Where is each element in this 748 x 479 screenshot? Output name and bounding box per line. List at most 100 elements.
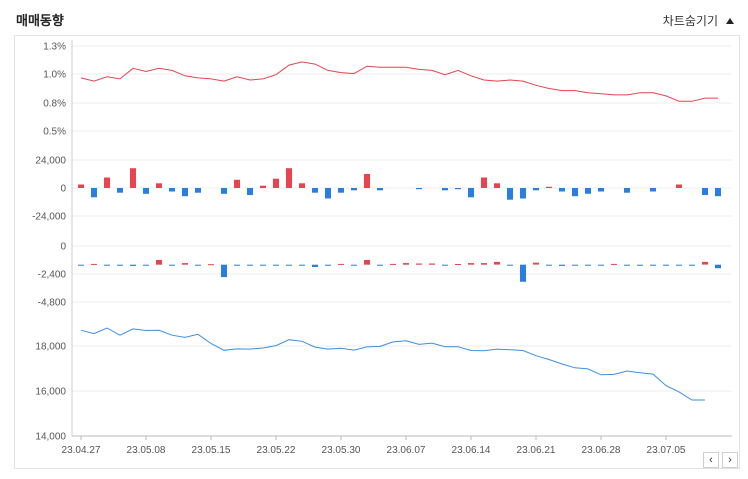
- bar: [247, 264, 253, 266]
- y-tick-label: 0: [60, 184, 66, 195]
- bar: [130, 168, 136, 188]
- bar: [221, 188, 227, 194]
- bar: [468, 188, 474, 198]
- bar: [598, 264, 604, 266]
- bar: [182, 263, 188, 265]
- x-tick-label: 23.06.28: [582, 445, 621, 456]
- bar: [650, 264, 656, 266]
- bar: [208, 264, 214, 266]
- y-tick-label: 0: [60, 242, 66, 253]
- bar: [364, 260, 370, 265]
- y-tick-label: 1.0%: [43, 70, 66, 81]
- bar: [195, 264, 201, 266]
- bar: [455, 188, 461, 190]
- bar: [611, 263, 617, 265]
- bar: [143, 188, 149, 194]
- bar: [234, 179, 240, 188]
- bar: [273, 178, 279, 188]
- bar: [546, 264, 552, 266]
- bar: [650, 188, 656, 192]
- bar: [689, 264, 695, 266]
- bar: [494, 261, 500, 265]
- x-tick-label: 23.04.27: [62, 445, 101, 456]
- bar: [559, 264, 565, 266]
- x-tick-label: 23.06.14: [452, 445, 491, 456]
- bar: [312, 188, 318, 193]
- next-button[interactable]: ›: [722, 452, 738, 468]
- bar: [156, 260, 162, 265]
- y-tick-label: -2,400: [38, 270, 67, 281]
- y-tick-label: 14,000: [35, 432, 66, 443]
- bar: [702, 261, 708, 265]
- bar: [234, 264, 240, 266]
- bar: [585, 188, 591, 194]
- bar: [338, 188, 344, 193]
- bar: [260, 264, 266, 266]
- hide-chart-label: 차트숨기기: [662, 14, 718, 28]
- bar: [546, 186, 552, 188]
- bar: [377, 188, 383, 191]
- prev-button[interactable]: ‹: [703, 452, 719, 468]
- bar: [312, 264, 318, 267]
- series-line: [80, 327, 705, 401]
- bar: [91, 188, 97, 198]
- bar: [78, 184, 84, 188]
- bar: [182, 188, 188, 197]
- x-tick-label: 23.05.15: [192, 445, 231, 456]
- bar: [416, 188, 422, 190]
- bar: [247, 188, 253, 195]
- bar: [351, 188, 357, 191]
- bar: [169, 264, 175, 266]
- bar: [169, 188, 175, 192]
- bar: [455, 264, 461, 265]
- bar: [104, 177, 110, 188]
- bar: [468, 263, 474, 265]
- bar: [572, 188, 578, 197]
- hide-chart-toggle[interactable]: 차트숨기기: [663, 12, 734, 29]
- bar: [637, 264, 643, 266]
- bar: [507, 264, 513, 266]
- bar: [481, 263, 487, 265]
- bar: [520, 264, 526, 282]
- bar: [377, 264, 383, 266]
- bar: [299, 264, 305, 266]
- x-tick-label: 23.05.30: [322, 445, 361, 456]
- y-tick-label: -4,800: [38, 298, 67, 309]
- series-line: [80, 61, 718, 102]
- bar: [702, 188, 708, 195]
- x-tick-label: 23.06.07: [387, 445, 426, 456]
- bar: [130, 264, 136, 266]
- bar: [559, 188, 565, 192]
- bar: [624, 264, 630, 266]
- x-tick-label: 23.05.08: [127, 445, 166, 456]
- bar: [520, 188, 526, 199]
- bar: [78, 264, 84, 266]
- bar: [325, 188, 331, 199]
- chart-panel: [14, 35, 740, 469]
- bar: [533, 262, 539, 265]
- bar: [533, 188, 539, 191]
- bar: [325, 264, 331, 266]
- y-tick-label: 0.8%: [43, 99, 66, 110]
- bar: [364, 174, 370, 188]
- bar: [585, 264, 591, 266]
- y-tick-label: -24,000: [32, 212, 66, 223]
- bar: [442, 188, 448, 191]
- bar: [390, 263, 396, 265]
- bar: [286, 168, 292, 188]
- bar: [494, 183, 500, 188]
- bar: [442, 264, 448, 266]
- bar: [286, 264, 292, 266]
- x-tick-label: 23.07.05: [647, 445, 686, 456]
- bar: [715, 264, 721, 269]
- bar: [299, 183, 305, 188]
- triangle-up-icon: [726, 17, 734, 24]
- bar: [403, 263, 409, 265]
- bar: [195, 188, 201, 193]
- bar: [221, 264, 227, 278]
- bar: [273, 264, 279, 266]
- y-tick-label: 1.3%: [43, 42, 66, 53]
- bar: [572, 264, 578, 266]
- x-tick-label: 23.05.22: [257, 445, 296, 456]
